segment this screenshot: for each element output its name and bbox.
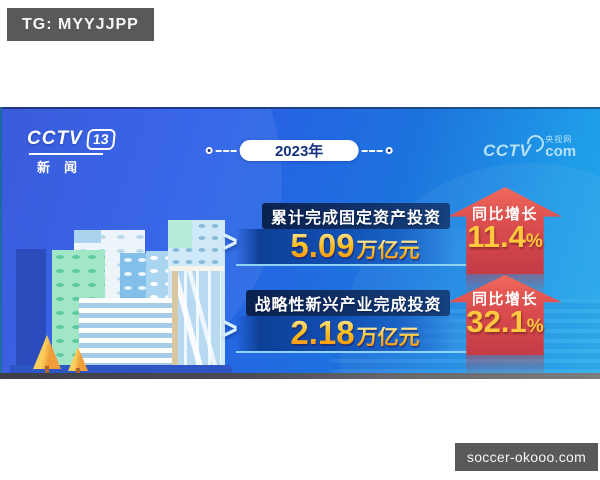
city-ground-platform xyxy=(10,365,232,373)
chevron-right-icon: > xyxy=(223,224,238,260)
stat-value-number: 5.09 xyxy=(290,227,355,264)
broadcast-blue-background: CCTV 13 新闻 CCTV 央视网 com 2023年 xyxy=(0,107,600,373)
growth-caption: 同比增长 xyxy=(471,291,538,308)
up-arrow-tail xyxy=(466,355,544,373)
yoy-up-arrow: 同比增长 32.1% xyxy=(448,275,562,373)
stat-value-bar: 2.18 万亿元 xyxy=(236,316,474,353)
stat-label-bar: 累计完成固定资产投资 xyxy=(262,203,450,229)
timeline-dot-icon xyxy=(205,147,213,154)
stat-value-bar: 5.09 万亿元 xyxy=(236,229,474,266)
year-label: 2023年 xyxy=(274,143,324,160)
percent-sign: % xyxy=(526,316,544,337)
cctv-com-watermark-logo: CCTV 央视网 com xyxy=(483,131,577,161)
site-watermark-text: soccer-okooo.com xyxy=(466,449,587,465)
stat-label-text: 战略性新兴产业完成投资 xyxy=(254,297,442,314)
timeline-dot-icon xyxy=(385,147,393,154)
growth-value: 11.4% xyxy=(467,219,543,254)
site-watermark-badge: soccer-okooo.com xyxy=(455,443,598,471)
year-timeline: 2023年 xyxy=(205,140,393,161)
stat-label-text: 累计完成固定资产投资 xyxy=(270,210,441,227)
tree-trunk xyxy=(45,366,49,373)
network-name-label: 央视网 xyxy=(545,134,573,144)
cctv-wordmark: CCTV xyxy=(27,128,83,149)
stat-label-bar: 战略性新兴产业完成投资 xyxy=(246,290,450,316)
cctv-com-wordmark: CCTV xyxy=(483,141,532,160)
broadcast-frame: CCTV 13 新闻 CCTV 央视网 com 2023年 xyxy=(0,107,600,379)
telegram-watermark-text: TG: MYYJJPP xyxy=(22,15,139,33)
timeline-dash xyxy=(215,149,237,152)
tree-trunk xyxy=(76,368,80,373)
building-striped-front xyxy=(79,298,172,369)
frame-bottom-strip xyxy=(0,373,600,379)
channel-name-label: 新闻 xyxy=(37,160,92,175)
percent-sign: % xyxy=(525,231,543,252)
cctv13-channel-logo: CCTV 13 新闻 xyxy=(27,128,116,176)
year-pill: 2023年 xyxy=(239,140,359,161)
logo-divider-line xyxy=(29,153,103,155)
building-silhouette xyxy=(16,249,46,367)
stat-value-unit: 万亿元 xyxy=(356,239,420,262)
stat-value-number: 2.18 xyxy=(290,314,355,351)
building-glass-tower xyxy=(169,266,224,369)
telegram-watermark-badge: TG: MYYJJPP xyxy=(7,8,154,41)
chevron-right-icon: > xyxy=(223,311,238,347)
growth-caption: 同比增长 xyxy=(471,206,538,223)
growth-value: 32.1% xyxy=(466,304,544,339)
yoy-up-arrow: 同比增长 11.4% xyxy=(448,187,562,298)
channel-number-badge: 13 xyxy=(85,128,116,150)
timeline-dash xyxy=(361,149,383,152)
network-domain-label: com xyxy=(545,142,577,160)
stat-value-unit: 万亿元 xyxy=(356,326,420,349)
